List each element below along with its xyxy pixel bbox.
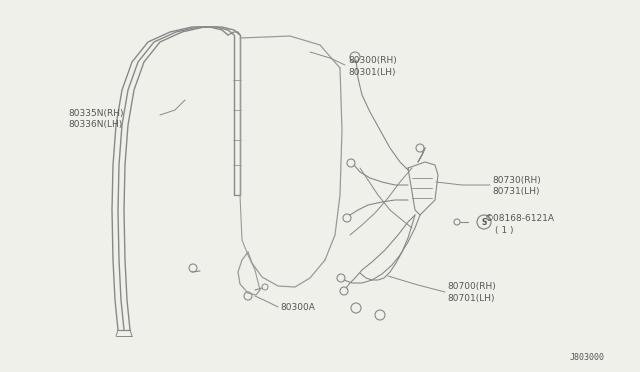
Text: 80730(RH): 80730(RH): [492, 176, 541, 185]
Text: 80335N(RH): 80335N(RH): [68, 109, 124, 118]
Text: S: S: [481, 218, 486, 227]
Text: 80300(RH): 80300(RH): [348, 55, 397, 64]
Text: J803000: J803000: [570, 353, 605, 362]
Text: ©08168-6121A: ©08168-6121A: [485, 214, 555, 222]
Text: 80300A: 80300A: [280, 302, 315, 311]
Text: 80301(LH): 80301(LH): [348, 67, 396, 77]
Text: 80701(LH): 80701(LH): [447, 294, 495, 302]
Text: 80336N(LH): 80336N(LH): [68, 119, 122, 128]
Text: ( 1 ): ( 1 ): [495, 225, 513, 234]
Text: 80700(RH): 80700(RH): [447, 282, 496, 292]
Text: 80731(LH): 80731(LH): [492, 186, 540, 196]
